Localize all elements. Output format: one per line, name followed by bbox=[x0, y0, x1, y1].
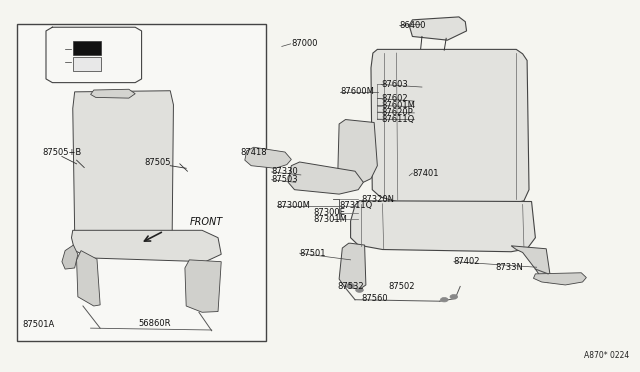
Polygon shape bbox=[351, 201, 536, 252]
Circle shape bbox=[440, 298, 448, 302]
Text: 87505+B: 87505+B bbox=[43, 148, 82, 157]
Text: 87320N: 87320N bbox=[362, 195, 394, 204]
Bar bbox=[17, 23, 266, 341]
Text: 87603: 87603 bbox=[381, 80, 408, 89]
Text: FRONT: FRONT bbox=[189, 217, 223, 227]
Polygon shape bbox=[534, 273, 586, 285]
Polygon shape bbox=[185, 260, 221, 312]
Polygon shape bbox=[77, 251, 100, 306]
Text: 87620P: 87620P bbox=[381, 108, 413, 117]
Polygon shape bbox=[339, 243, 366, 289]
Polygon shape bbox=[245, 147, 291, 168]
Text: 56860R: 56860R bbox=[138, 319, 171, 328]
Text: 87611Q: 87611Q bbox=[381, 115, 415, 124]
Polygon shape bbox=[511, 246, 550, 283]
Polygon shape bbox=[338, 119, 378, 186]
Text: 87401: 87401 bbox=[412, 169, 439, 177]
Text: 87301M: 87301M bbox=[314, 215, 348, 224]
Text: 87300M: 87300M bbox=[276, 201, 310, 210]
Polygon shape bbox=[409, 17, 467, 40]
Circle shape bbox=[450, 295, 458, 299]
Text: 87311Q: 87311Q bbox=[339, 201, 372, 210]
Text: 87601M: 87601M bbox=[381, 101, 415, 110]
Text: 87503: 87503 bbox=[271, 175, 298, 184]
Polygon shape bbox=[288, 162, 364, 194]
Polygon shape bbox=[91, 89, 135, 98]
Text: 87501A: 87501A bbox=[22, 320, 54, 329]
Circle shape bbox=[347, 283, 355, 288]
Text: 87505: 87505 bbox=[145, 157, 172, 167]
Text: A870* 0224: A870* 0224 bbox=[584, 351, 629, 360]
Text: 87402: 87402 bbox=[454, 257, 480, 266]
Text: 87000: 87000 bbox=[291, 39, 318, 48]
Text: 87532: 87532 bbox=[337, 282, 364, 291]
Text: 87330: 87330 bbox=[271, 167, 298, 176]
Polygon shape bbox=[62, 245, 78, 269]
Text: 87602: 87602 bbox=[381, 94, 408, 103]
Text: 87600M: 87600M bbox=[340, 87, 374, 96]
Bar bbox=[73, 41, 101, 55]
Text: 87300E: 87300E bbox=[314, 208, 346, 217]
Polygon shape bbox=[72, 230, 221, 262]
Polygon shape bbox=[73, 91, 173, 245]
Text: 8733N: 8733N bbox=[495, 263, 523, 272]
Text: 86400: 86400 bbox=[399, 21, 426, 30]
Bar bbox=[73, 57, 101, 71]
Text: 87502: 87502 bbox=[389, 282, 415, 291]
Circle shape bbox=[356, 288, 364, 292]
Polygon shape bbox=[371, 49, 529, 205]
Text: 87501: 87501 bbox=[300, 249, 326, 258]
Text: 87560: 87560 bbox=[362, 294, 388, 303]
Text: 87418: 87418 bbox=[241, 148, 267, 157]
